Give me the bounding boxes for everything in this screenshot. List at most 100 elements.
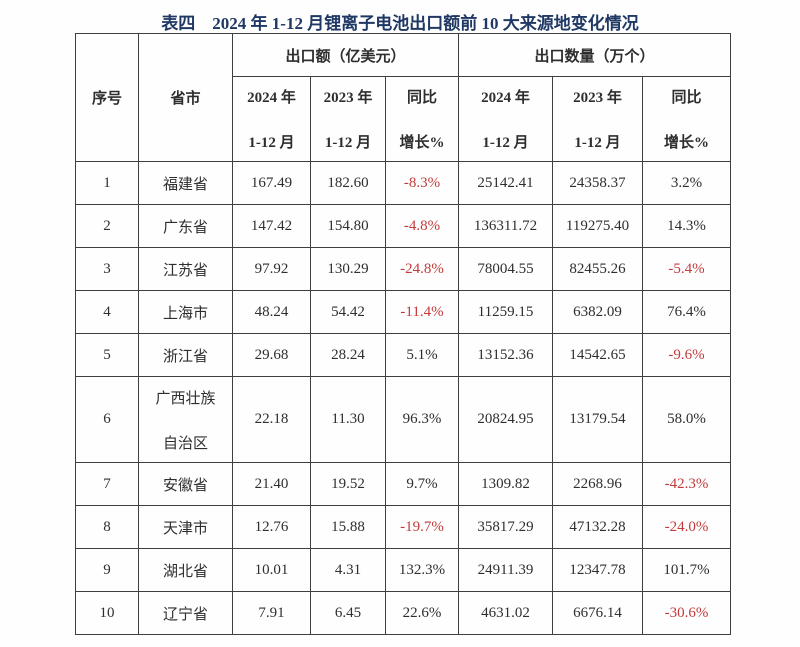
export-yoy-value: 132.3% xyxy=(398,561,446,578)
table-row: 2 广东省 147.42 154.80 -4.8% 136311.72 1192… xyxy=(75,204,732,248)
cell-qty-yoy: 14.3% xyxy=(642,204,732,248)
cell-export-yoy: 22.6% xyxy=(384,591,460,635)
export-yoy-value: -24.8% xyxy=(400,260,444,277)
cell-export-2024: 48.24 xyxy=(232,290,311,334)
cell-export-2023: 154.80 xyxy=(310,204,386,248)
cell-qty-2023: 13179.54 xyxy=(552,376,644,463)
cell-export-2024: 12.76 xyxy=(232,505,311,549)
cell-export-2024: 10.01 xyxy=(232,548,311,592)
header-sub-row: 2024 年 1-12 月 2023 年 1-12 月 同比增长% 2024 年 1-… xyxy=(76,76,732,162)
export-yoy-value: -19.7% xyxy=(400,518,444,535)
qty-yoy-value: -30.6% xyxy=(664,604,709,621)
header-line: 增长% xyxy=(399,135,445,151)
page-title: 表四 2024 年 1-12 月锂离子电池出口额前 10 大来源地变化情况 xyxy=(161,14,639,33)
export-yoy-value: -4.8% xyxy=(403,217,441,234)
cell-province: 广西壮族 自治区 xyxy=(138,376,233,463)
header-export-2023: 2023 年 1-12 月 xyxy=(310,76,386,162)
cell-seq: 2 xyxy=(75,204,139,248)
cell-qty-2024: 35817.29 xyxy=(458,505,554,549)
cell-qty-yoy: 101.7% xyxy=(642,548,732,592)
cell-seq: 3 xyxy=(75,247,139,291)
header-line: 1-12 月 xyxy=(248,135,295,151)
cell-qty-yoy: 3.2% xyxy=(642,161,732,205)
table-row: 5 浙江省 29.68 28.24 5.1% 13152.36 14542.65… xyxy=(75,333,732,377)
cell-province: 江苏省 xyxy=(138,247,233,291)
cell-province: 福建省 xyxy=(138,161,233,205)
cell-export-2024: 7.91 xyxy=(232,591,311,635)
table-row: 6 广西壮族 自治区 22.18 11.30 96.3% 20824.95 131… xyxy=(75,376,732,463)
qty-yoy-value: -5.4% xyxy=(668,260,705,277)
header-qty-2023: 2023 年 1-12 月 xyxy=(552,76,644,162)
table-row: 4 上海市 48.24 54.42 -11.4% 11259.15 6382.0… xyxy=(75,290,732,334)
cell-export-2023: 6.45 xyxy=(310,591,386,635)
qty-yoy-value: -9.6% xyxy=(668,346,705,363)
header-export-2024: 2024 年 1-12 月 xyxy=(232,76,311,162)
cell-qty-2023: 47132.28 xyxy=(552,505,644,549)
header-line: 1-12 月 xyxy=(324,135,372,151)
cell-qty-2024: 11259.15 xyxy=(458,290,554,334)
cell-export-2023: 15.88 xyxy=(310,505,386,549)
cell-province: 上海市 xyxy=(138,290,233,334)
cell-export-2023: 28.24 xyxy=(310,333,386,377)
cell-export-yoy: 96.3% xyxy=(384,376,460,463)
cell-province: 浙江省 xyxy=(138,333,233,377)
header-line: 2023 年 xyxy=(323,90,373,106)
cell-province: 安徽省 xyxy=(138,462,233,506)
cell-qty-2024: 25142.41 xyxy=(458,161,554,205)
cell-qty-2023: 6382.09 xyxy=(552,290,644,334)
header-line: 1-12 月 xyxy=(482,135,529,151)
cell-qty-yoy: -42.3% xyxy=(642,462,732,506)
qty-yoy-value: -24.0% xyxy=(664,518,709,535)
header-group-row: 序号 省市 出口额（亿美元） 出口数量（万个） xyxy=(75,33,732,162)
qty-yoy-value: 101.7% xyxy=(663,561,710,578)
table-row: 8 天津市 12.76 15.88 -19.7% 35817.29 47132.… xyxy=(75,505,732,549)
province-line: 自治区 xyxy=(162,435,208,452)
cell-export-yoy: -8.3% xyxy=(384,161,460,205)
cell-qty-yoy: 58.0% xyxy=(642,376,732,463)
cell-qty-2024: 13152.36 xyxy=(458,333,554,377)
cell-qty-2024: 20824.95 xyxy=(458,376,554,463)
cell-export-yoy: 132.3% xyxy=(384,548,460,592)
cell-export-yoy: 5.1% xyxy=(384,333,460,377)
cell-seq: 5 xyxy=(75,333,139,377)
cell-qty-2023: 6676.14 xyxy=(552,591,644,635)
cell-export-yoy: -24.8% xyxy=(384,247,460,291)
cell-export-2023: 19.52 xyxy=(310,462,386,506)
header-export-group: 出口额（亿美元） xyxy=(231,33,460,77)
cell-province: 天津市 xyxy=(138,505,233,549)
cell-seq: 6 xyxy=(75,376,139,463)
header-province: 省市 xyxy=(138,33,233,162)
table-row: 1 福建省 167.49 182.60 -8.3% 25142.41 24358… xyxy=(75,161,732,205)
export-yoy-value: -8.3% xyxy=(403,174,441,191)
qty-yoy-value: 76.4% xyxy=(667,303,706,320)
cell-export-2023: 182.60 xyxy=(310,161,386,205)
header-line: 同比 xyxy=(407,90,438,106)
header-qty-2024: 2024 年 1-12 月 xyxy=(458,76,554,162)
header-seq: 序号 xyxy=(75,33,139,162)
cell-qty-2024: 4631.02 xyxy=(458,591,554,635)
cell-export-2023: 130.29 xyxy=(310,247,386,291)
cell-seq: 4 xyxy=(75,290,139,334)
cell-export-2023: 54.42 xyxy=(310,290,386,334)
export-yoy-value: -11.4% xyxy=(400,303,444,320)
cell-export-2024: 167.49 xyxy=(232,161,311,205)
cell-province: 辽宁省 xyxy=(138,591,233,635)
export-table: 序号 省市 出口额（亿美元） 出口数量（万个） 2024 年 1-12 月 202… xyxy=(75,33,732,635)
cell-export-yoy: 9.7% xyxy=(384,462,460,506)
qty-yoy-value: 3.2% xyxy=(670,174,703,191)
cell-province: 广东省 xyxy=(138,204,233,248)
cell-seq: 8 xyxy=(75,505,139,549)
province-line: 广西壮族 xyxy=(155,390,216,407)
cell-export-2024: 22.18 xyxy=(232,376,311,463)
table-row: 9 湖北省 10.01 4.31 132.3% 24911.39 12347.7… xyxy=(75,548,732,592)
export-yoy-value: 9.7% xyxy=(406,475,438,492)
cell-export-2024: 29.68 xyxy=(232,333,311,377)
export-yoy-value: 96.3% xyxy=(402,411,442,427)
qty-yoy-value: -42.3% xyxy=(664,475,709,492)
cell-qty-2023: 82455.26 xyxy=(552,247,644,291)
cell-export-2023: 4.31 xyxy=(310,548,386,592)
cell-qty-2024: 24911.39 xyxy=(458,548,554,592)
cell-export-yoy: -19.7% xyxy=(384,505,460,549)
cell-qty-2024: 1309.82 xyxy=(458,462,554,506)
cell-qty-2024: 78004.55 xyxy=(458,247,554,291)
